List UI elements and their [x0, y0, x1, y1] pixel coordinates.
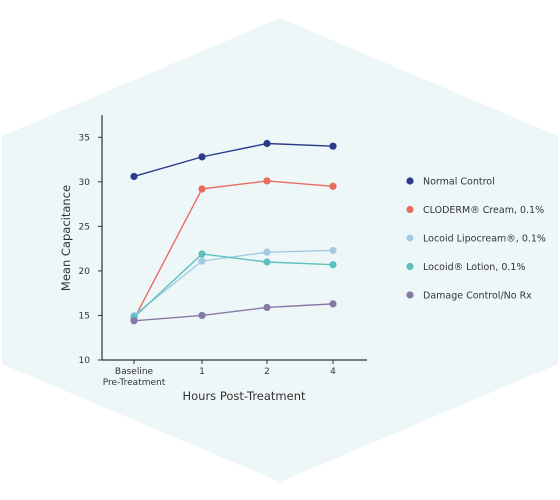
data-point — [198, 311, 206, 320]
data-point — [329, 182, 337, 190]
legend-item: Locoid® Lotion, 0.1% — [406, 262, 525, 273]
data-point — [263, 248, 271, 256]
x-tick-label: 2 — [264, 367, 270, 377]
data-point — [198, 185, 206, 193]
data-point — [130, 317, 138, 325]
legend-label: Damage Control/No Rx — [423, 291, 532, 302]
x-tick-label: Baseline Pre-Treatment — [103, 367, 166, 388]
data-point — [130, 172, 138, 181]
y-tick-label: 35 — [79, 133, 90, 143]
legend-marker — [406, 177, 414, 185]
data-point — [198, 250, 206, 258]
series — [130, 300, 337, 325]
data-point — [329, 300, 337, 308]
plot-area: 10 15 20 25 30 35 Baseline Pre-Treatment 1 2 4 — [79, 115, 367, 388]
data-point — [263, 258, 271, 266]
y-axis-title: Mean Capacitance — [59, 185, 73, 291]
data-point — [329, 246, 337, 255]
y-tick-label: 15 — [79, 311, 90, 321]
legend-label: CLODERM® Cream, 0.1% — [423, 205, 544, 216]
legend-item: CLODERM® Cream, 0.1% — [406, 205, 544, 216]
x-tick-label: 1 — [199, 367, 205, 377]
legend: Normal Control CLODERM® Cream, 0.1% Locoid… — [406, 177, 546, 302]
data-point — [263, 303, 271, 312]
y-tick-label: 25 — [79, 222, 90, 232]
data-point — [198, 257, 206, 265]
series-line — [133, 303, 334, 322]
data-point — [198, 153, 206, 161]
legend-marker — [406, 262, 414, 271]
y-tick-label: 30 — [79, 178, 91, 188]
series-line — [133, 142, 334, 178]
legend-item: Normal Control — [406, 177, 495, 188]
data-point — [329, 142, 337, 150]
x-ticks: Baseline Pre-Treatment 1 2 4 — [103, 360, 336, 388]
legend-label: Normal Control — [423, 177, 495, 188]
data-point — [263, 139, 271, 148]
legend-item: Damage Control/No Rx — [406, 291, 532, 302]
series-line — [133, 253, 334, 318]
legend-label: Locoid® Lotion, 0.1% — [423, 262, 525, 273]
y-tick-label: 10 — [79, 356, 91, 366]
x-axis-title: Hours Post-Treatment — [182, 389, 306, 403]
hexagon-background — [2, 18, 558, 482]
x-tick-label: 4 — [330, 367, 336, 377]
y-tick-label: 20 — [79, 267, 91, 277]
data-point — [329, 261, 337, 269]
series-layer — [130, 139, 337, 325]
legend-item: Locoid Lipocream®, 0.1% — [406, 234, 546, 245]
y-ticks: 10 15 20 25 30 35 — [79, 133, 102, 366]
series — [130, 139, 337, 181]
legend-marker — [406, 234, 414, 242]
legend-label: Locoid Lipocream®, 0.1% — [423, 234, 546, 245]
legend-marker — [406, 205, 414, 214]
legend-marker — [406, 291, 414, 299]
series-line — [133, 180, 334, 320]
data-point — [263, 177, 271, 185]
series-line — [133, 249, 334, 317]
